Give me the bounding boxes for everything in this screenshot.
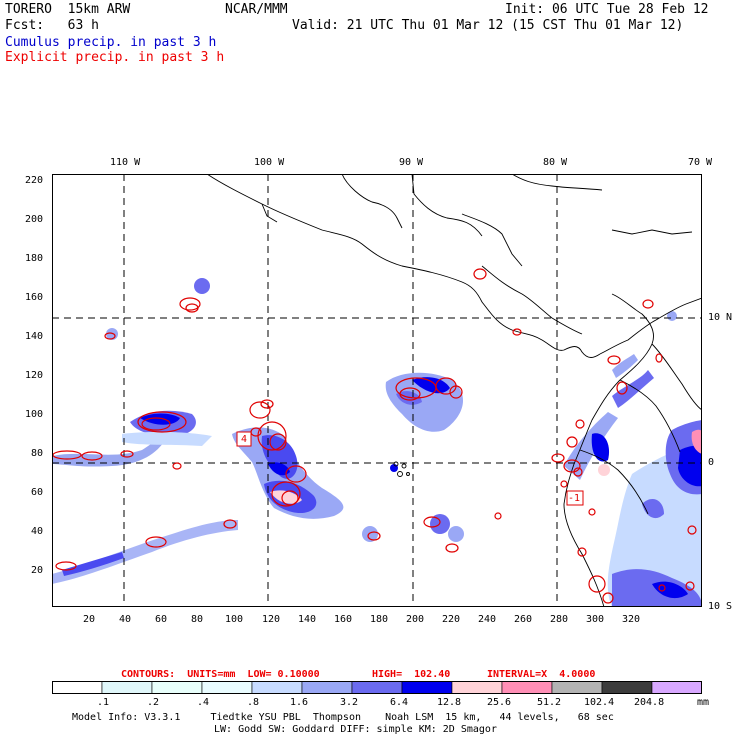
- colorbar-label: 25.6: [487, 697, 512, 708]
- colorbar-cell: [151, 681, 203, 694]
- max-label-box: [236, 431, 252, 447]
- grid-x-label: 180: [370, 614, 389, 625]
- colorbar-label: 1.6: [290, 697, 309, 708]
- grid-x-label: 200: [406, 614, 425, 625]
- grid-x-label: 260: [514, 614, 533, 625]
- grid-x-label: 140: [298, 614, 317, 625]
- grid-y-label: 200: [25, 214, 44, 225]
- colorbar-cell: [301, 681, 353, 694]
- contour-interval: INTERVAL=X 4.0000: [487, 669, 596, 680]
- colorbar-label: 204.8: [634, 697, 665, 708]
- valid-time: Valid: 21 UTC Thu 01 Mar 12 (15 CST Thu …: [292, 18, 684, 33]
- colorbar-label: 12.8: [437, 697, 462, 708]
- colorbar-label: 102.4: [584, 697, 615, 708]
- latlon-grid: [52, 174, 702, 607]
- contour-info: CONTOURS: UNITS=mm LOW= 0.10000: [121, 669, 320, 680]
- cumulus-label: Cumulus precip. in past 3 h: [5, 35, 217, 50]
- grid-x-label: 280: [550, 614, 569, 625]
- precip-shading: [52, 278, 702, 607]
- lon-label-70w: 70 W: [688, 157, 713, 168]
- colorbar-cell: [551, 681, 603, 694]
- colorbar-label: .4: [197, 697, 210, 708]
- colorbar-cell: [601, 681, 653, 694]
- explicit-precip-contours: [52, 268, 697, 604]
- grid-y-label: 120: [25, 370, 44, 381]
- colorbar-unit: mm: [697, 697, 710, 708]
- colorbar-cell: [52, 681, 103, 694]
- grid-y-label: 160: [25, 292, 44, 303]
- model-name: TORERO 15km ARW: [5, 2, 131, 17]
- grid-x-label: 220: [442, 614, 461, 625]
- colorbar-cell: [501, 681, 553, 694]
- min-label-box: [566, 490, 584, 506]
- grid-x-label: 20: [83, 614, 96, 625]
- max-value-label: 4: [241, 434, 248, 445]
- grid-x-label: 240: [478, 614, 497, 625]
- colorbar-cell: [651, 681, 702, 694]
- grid-x-label: 300: [586, 614, 605, 625]
- lat-label-0: 0: [708, 457, 715, 468]
- init-time: Init: 06 UTC Tue 28 Feb 12: [505, 2, 709, 17]
- grid-x-label: 320: [622, 614, 641, 625]
- contour-high: HIGH= 102.40: [372, 669, 451, 680]
- grid-x-label: 160: [334, 614, 353, 625]
- colorbar-cell: [451, 681, 503, 694]
- grid-x-label: 100: [225, 614, 244, 625]
- explicit-label: Explicit precip. in past 3 h: [5, 50, 225, 65]
- grid-x-label: 40: [119, 614, 132, 625]
- model-info: Model Info: V3.3.1 Tiedtke YSU PBL Thomp…: [72, 712, 614, 723]
- forecast-hour: Fcst: 63 h: [5, 18, 99, 33]
- grid-x-label: 120: [262, 614, 281, 625]
- colorbar-label: 51.2: [537, 697, 562, 708]
- grid-y-label: 40: [31, 526, 44, 537]
- precipitation-map: [52, 174, 702, 607]
- lon-label-90w: 90 W: [399, 157, 424, 168]
- grid-y-label: 60: [31, 487, 44, 498]
- colorbar-label: .1: [97, 697, 110, 708]
- lat-label-10s: 10 S: [708, 601, 733, 612]
- colorbar-cell: [251, 681, 303, 694]
- grid-y-label: 100: [25, 409, 44, 420]
- lon-label-80w: 80 W: [543, 157, 568, 168]
- grid-y-label: 220: [25, 175, 44, 186]
- organization: NCAR/MMM: [225, 2, 288, 17]
- min-value-label: -1: [568, 493, 581, 504]
- colorbar-label: 3.2: [340, 697, 359, 708]
- colorbar-label: .8: [247, 697, 260, 708]
- lon-label-110w: 110 W: [110, 157, 141, 168]
- coastlines: [206, 174, 702, 607]
- grid-y-label: 180: [25, 253, 44, 264]
- colorbar-label: 6.4: [390, 697, 409, 708]
- grid-y-label: 140: [25, 331, 44, 342]
- lat-label-10n: 10 N: [708, 312, 733, 323]
- grid-x-label: 60: [155, 614, 168, 625]
- precip-colorbar: [52, 681, 702, 694]
- colorbar-cell: [351, 681, 403, 694]
- colorbar-cell: [201, 681, 253, 694]
- colorbar-cell: [401, 681, 453, 694]
- physics-info: LW: Godd SW: Goddard DIFF: simple KM: 2D…: [214, 724, 497, 735]
- colorbar-label: .2: [147, 697, 160, 708]
- grid-x-label: 80: [191, 614, 204, 625]
- grid-y-label: 20: [31, 565, 44, 576]
- colorbar-cell: [101, 681, 153, 694]
- lon-label-100w: 100 W: [254, 157, 285, 168]
- grid-y-label: 80: [31, 448, 44, 459]
